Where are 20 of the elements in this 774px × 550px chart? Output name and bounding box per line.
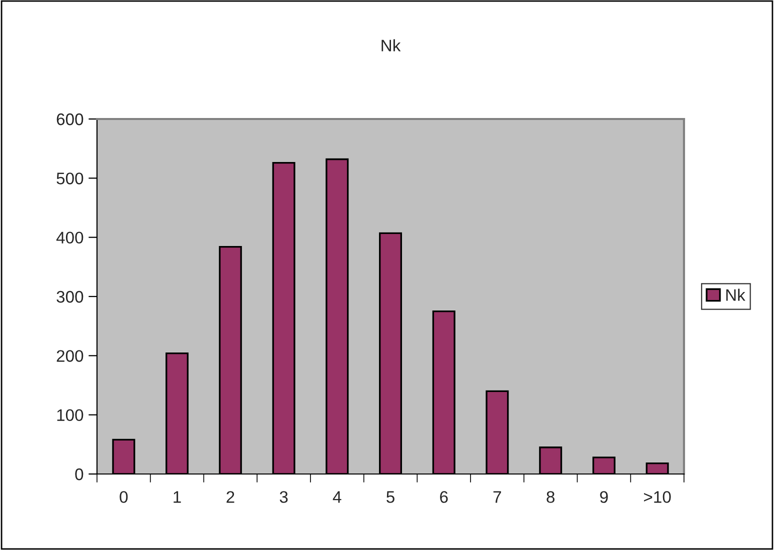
chart-title: Nk xyxy=(382,39,401,52)
y-tick-label: 600 xyxy=(56,113,84,126)
y-tick-label: 0 xyxy=(75,468,84,480)
x-tick-label: >10 xyxy=(644,491,671,503)
y-tick-label: 400 xyxy=(56,232,84,244)
x-tick-label: 4 xyxy=(332,491,342,503)
x-tick-label: 3 xyxy=(280,491,288,503)
x-tick-label: 5 xyxy=(386,491,394,503)
x-tick-label: 9 xyxy=(600,491,608,503)
y-tick-label: 300 xyxy=(56,290,84,303)
x-tick-label: 6 xyxy=(440,491,448,503)
x-tick-label: 1 xyxy=(174,491,181,503)
x-tick-label: 0 xyxy=(120,491,128,503)
y-tick-label: 500 xyxy=(56,172,84,184)
x-tick-label: 2 xyxy=(226,491,234,503)
x-tick-label: 8 xyxy=(546,491,554,503)
y-tick-label: 100 xyxy=(57,409,84,422)
legend-label: Nk xyxy=(726,288,746,301)
y-tick-label: 200 xyxy=(56,350,84,362)
x-tick-label: 7 xyxy=(493,491,502,503)
